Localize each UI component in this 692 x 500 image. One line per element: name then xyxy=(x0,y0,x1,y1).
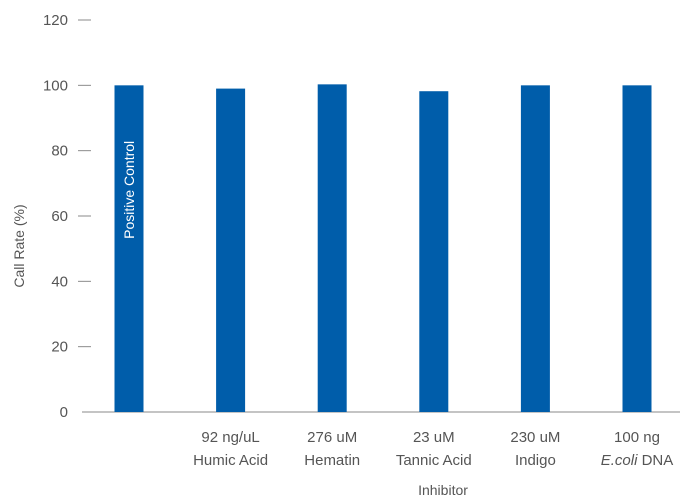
y-tick-label: 0 xyxy=(60,404,68,421)
category-label-line2: Indigo xyxy=(515,452,556,469)
category-label-line2: Humic Acid xyxy=(193,452,268,469)
category-labels: 92 ng/uL Humic Acid 276 uM Hematin 23 uM Tann… xyxy=(193,429,673,469)
category-label-line2: E.coli DNA xyxy=(601,452,674,469)
bar xyxy=(622,85,652,412)
y-tick-label: 60 xyxy=(51,208,68,225)
y-tick-label: 20 xyxy=(51,339,68,356)
category-label-line1: 92 ng/uL xyxy=(201,429,259,446)
bar xyxy=(114,85,144,412)
y-tick-label: 120 xyxy=(43,12,68,29)
y-tick-label: 80 xyxy=(51,143,68,160)
bar xyxy=(419,91,449,413)
bar xyxy=(317,84,347,412)
axes: 0 20 40 60 80 100 120 xyxy=(43,12,680,421)
x-axis-title: Inhibitor xyxy=(418,482,468,498)
category-label-line1: 100 ng xyxy=(614,429,660,446)
category-label-line1: 23 uM xyxy=(413,429,455,446)
bar-inside-label: Positive Control xyxy=(121,141,137,239)
category-label-line1: 276 uM xyxy=(307,429,357,446)
y-tick-label: 40 xyxy=(51,273,68,290)
bars: Positive Control xyxy=(114,84,652,413)
bar xyxy=(520,85,550,412)
category-label-line2: Tannic Acid xyxy=(396,452,472,469)
bar xyxy=(216,88,246,412)
y-axis-title: Call Rate (%) xyxy=(11,204,27,287)
y-tick-label: 100 xyxy=(43,77,68,94)
category-label-line1: 230 uM xyxy=(510,429,560,446)
category-label-line2: Hematin xyxy=(304,452,360,469)
